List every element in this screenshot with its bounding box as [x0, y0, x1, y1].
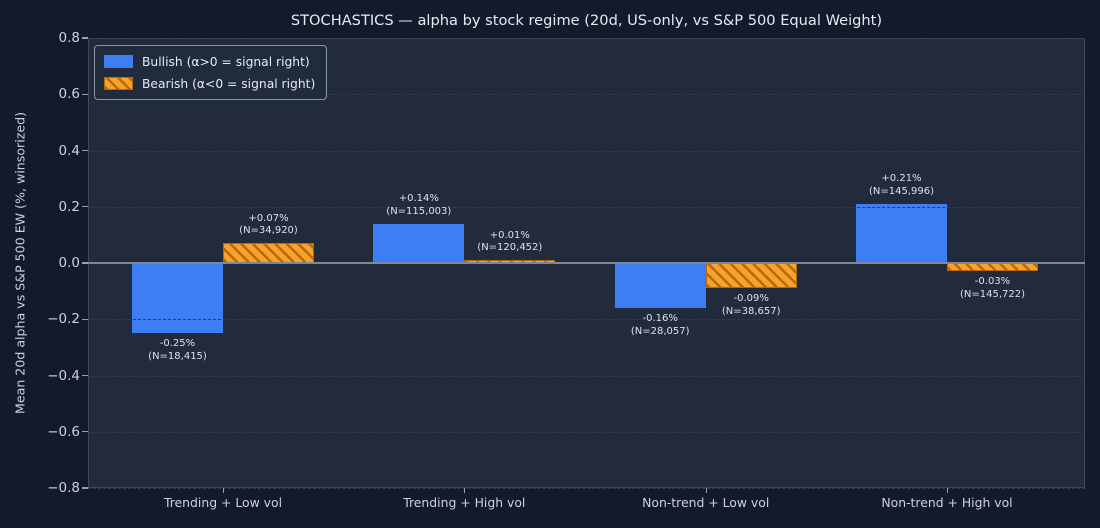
y-tick-mark-−0.6	[82, 431, 88, 433]
y-tick-label-−0.8: −0.8	[47, 480, 80, 496]
x-tick-label-2: Non-trend + Low vol	[642, 495, 770, 510]
gridline-−0.2	[88, 319, 1085, 321]
annotation-count-bullish-2: (N=28,057)	[630, 325, 690, 337]
legend-swatch-bearish-icon	[104, 77, 133, 90]
bar-bullish-0	[132, 263, 223, 334]
annotation-value-bearish-2: -0.09%	[733, 293, 769, 305]
annotation-value-bullish-0: -0.25%	[159, 338, 196, 350]
chart-title: STOCHASTICS — alpha by stock regime (20d…	[290, 12, 883, 29]
y-tick-mark-−0.8	[82, 487, 88, 489]
annotation-value-bullish-2: -0.16%	[642, 313, 678, 324]
y-tick-mark-0.0	[82, 262, 88, 264]
gridline-0.6	[88, 94, 1085, 96]
annotation-value-bullish-3: +0.21%	[881, 173, 922, 185]
annotation-value-bearish-0: +0.07%	[248, 212, 289, 224]
annotation-count-bullish-3: (N=145,996)	[868, 186, 935, 198]
y-axis-label: Mean 20d alpha vs S&P 500 EW (%, winsori…	[12, 111, 28, 415]
bar-bearish-2	[705, 263, 797, 289]
annotation-value-bullish-1: +0.14%	[398, 193, 439, 205]
gridline-−0.4	[88, 375, 1085, 377]
x-tick-label-1: Trending + High vol	[403, 495, 526, 510]
bar-bearish-0	[223, 243, 314, 263]
y-tick-label-−0.2: −0.2	[47, 311, 80, 328]
annotation-bearish-2: -0.09% (N=38,657)	[722, 293, 781, 318]
y-tick-label-0.4: 0.4	[58, 142, 80, 159]
annotation-bullish-0: -0.25% (N=18,415)	[148, 338, 207, 363]
y-tick-label-−0.4: −0.4	[47, 367, 80, 384]
legend-label-bullish: Bullish (α>0 = signal right)	[142, 54, 310, 69]
annotation-bullish-2: -0.16% (N=28,057)	[631, 313, 690, 338]
bar-bearish-3	[947, 263, 1038, 272]
annotation-bullish-1: +0.14% (N=115,003)	[386, 193, 451, 218]
legend-swatch-bullish-icon	[104, 55, 133, 68]
annotation-bullish-3: +0.21% (N=145,996)	[869, 173, 934, 198]
zero-line	[88, 262, 1085, 264]
annotation-bearish-3: -0.03% (N=145,722)	[960, 276, 1025, 301]
y-tick-label-0.6: 0.6	[58, 86, 80, 103]
annotation-bearish-1: +0.01% (N=120,452)	[477, 230, 542, 255]
y-tick-mark-0.2	[82, 206, 88, 208]
annotation-count-bearish-0: (N=34,920)	[239, 225, 298, 237]
bar-bullish-2	[614, 263, 706, 308]
y-tick-label-0.8: 0.8	[58, 30, 80, 46]
x-tick-label-0: Trending + Low vol	[163, 495, 283, 510]
x-tick-mark-0	[223, 488, 225, 493]
x-tick-mark-3	[947, 488, 949, 493]
y-tick-mark-−0.2	[82, 318, 88, 320]
y-tick-mark-0.6	[82, 93, 88, 95]
gridline-−0.6	[88, 431, 1085, 433]
annotation-bearish-0: +0.07% (N=34,920)	[239, 213, 298, 238]
bar-bullish-1	[373, 223, 465, 263]
gridline-0.2	[88, 206, 1085, 208]
legend: Bullish (α>0 = signal right) Bearish (α<…	[94, 45, 328, 100]
gridline-0.8	[88, 38, 1085, 39]
x-tick-label-3: Non-trend + High vol	[881, 495, 1013, 510]
y-tick-label-−0.6: −0.6	[47, 423, 80, 440]
x-tick-mark-1	[464, 488, 466, 493]
annotation-count-bearish-1: (N=120,452)	[477, 242, 543, 254]
bar-bullish-3	[856, 203, 947, 263]
y-tick-mark-0.8	[82, 37, 88, 39]
annotation-count-bullish-0: (N=18,415)	[148, 350, 207, 362]
annotation-count-bearish-3: (N=145,722)	[959, 289, 1026, 301]
annotation-value-bearish-3: -0.03%	[974, 276, 1011, 288]
legend-entry-bullish: Bullish (α>0 = signal right)	[104, 52, 315, 71]
legend-label-bearish: Bearish (α<0 = signal right)	[142, 76, 316, 91]
y-tick-mark-−0.4	[82, 374, 88, 377]
annotation-count-bearish-2: (N=38,657)	[721, 305, 781, 317]
y-tick-label-0.2: 0.2	[58, 198, 80, 215]
annotation-value-bearish-1: +0.01%	[489, 229, 530, 241]
gridline-0.4	[88, 150, 1085, 152]
y-tick-label-0.0: 0.0	[58, 255, 80, 271]
legend-entry-bearish: Bearish (α<0 = signal right)	[104, 74, 315, 93]
y-tick-mark-0.4	[82, 149, 88, 152]
x-tick-mark-2	[705, 488, 707, 493]
gridline-−0.8	[88, 488, 1085, 489]
annotation-count-bullish-1: (N=115,003)	[386, 205, 452, 217]
